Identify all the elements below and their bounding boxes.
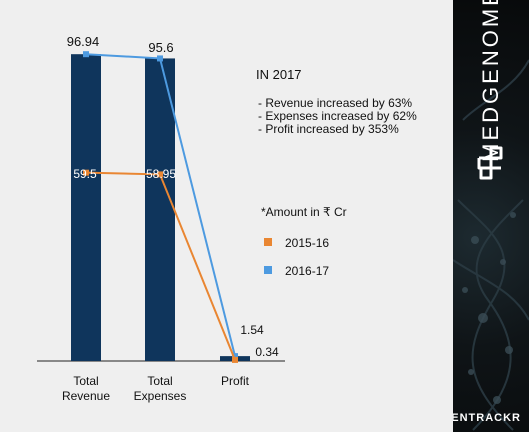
annotation-title: IN 2017 <box>256 67 302 82</box>
point-2016-17-2 <box>232 353 238 360</box>
brand-name: MEDGENOME <box>478 0 503 162</box>
category-label-1-1: Expenses <box>134 389 187 403</box>
medgenome-logo-icon <box>477 146 503 180</box>
category-label-1-0: Total <box>147 374 172 388</box>
legend-label-0: 2015-16 <box>285 236 329 250</box>
unit-note: *Amount in ₹ Cr <box>261 205 347 219</box>
category-label-0-0: Total <box>73 374 98 388</box>
point-2016-17-0 <box>83 51 89 58</box>
annotation-line-1: - Expenses increased by 62% <box>258 109 417 123</box>
legend-swatch-0 <box>264 238 272 246</box>
bar-0 <box>71 54 101 362</box>
dna-strand-graphic <box>453 59 529 431</box>
line-label-profit-2015: 0.34 <box>255 345 279 359</box>
line-label-revenue-2015: 59.5 <box>73 167 97 181</box>
bar-1 <box>145 58 175 361</box>
bar-label-revenue: 96.94 <box>67 34 100 49</box>
annotation-line-2: - Profit increased by 353% <box>258 122 399 136</box>
line-label-expenses-2015: 58.95 <box>146 167 176 181</box>
legend-label-1: 2016-17 <box>285 264 329 278</box>
bar-label-expenses: 95.6 <box>148 40 173 55</box>
point-2015-16-2 <box>232 356 238 363</box>
annotation-line-0: - Revenue increased by 63% <box>258 96 412 110</box>
category-label-2-0: Profit <box>221 374 250 388</box>
point-2015-16-0 <box>83 169 89 176</box>
brand-side-panel: MEDGENOME ENTRACKR <box>453 0 529 432</box>
watermark: ENTRACKR <box>453 412 521 424</box>
point-2015-16-1 <box>157 171 163 178</box>
point-2016-17-1 <box>157 55 163 62</box>
category-label-0-1: Revenue <box>62 389 110 403</box>
bar-label-profit: 1.54 <box>240 323 264 337</box>
legend-swatch-1 <box>264 266 272 274</box>
